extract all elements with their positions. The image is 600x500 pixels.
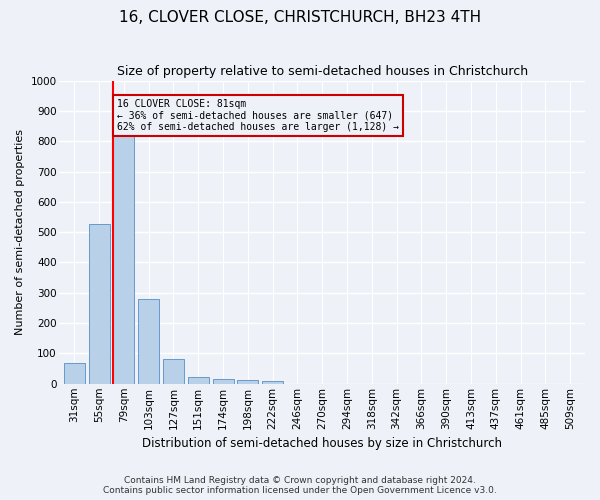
Bar [138,299,159,384]
Bar [212,379,233,384]
Bar [113,132,134,384]
Title: Size of property relative to semi-detached houses in Christchurch: Size of property relative to semi-detach… [116,65,528,78]
Bar [89,224,110,384]
Text: 16 CLOVER CLOSE: 81sqm
← 36% of semi-detached houses are smaller (647)
62% of se: 16 CLOVER CLOSE: 81sqm ← 36% of semi-det… [117,98,399,132]
Text: 16, CLOVER CLOSE, CHRISTCHURCH, BH23 4TH: 16, CLOVER CLOSE, CHRISTCHURCH, BH23 4TH [119,10,481,25]
Bar [64,363,85,384]
Bar [163,359,184,384]
X-axis label: Distribution of semi-detached houses by size in Christchurch: Distribution of semi-detached houses by … [142,437,502,450]
Text: Contains HM Land Registry data © Crown copyright and database right 2024.
Contai: Contains HM Land Registry data © Crown c… [103,476,497,495]
Bar [238,380,259,384]
Bar [262,380,283,384]
Bar [188,377,209,384]
Y-axis label: Number of semi-detached properties: Number of semi-detached properties [15,129,25,335]
